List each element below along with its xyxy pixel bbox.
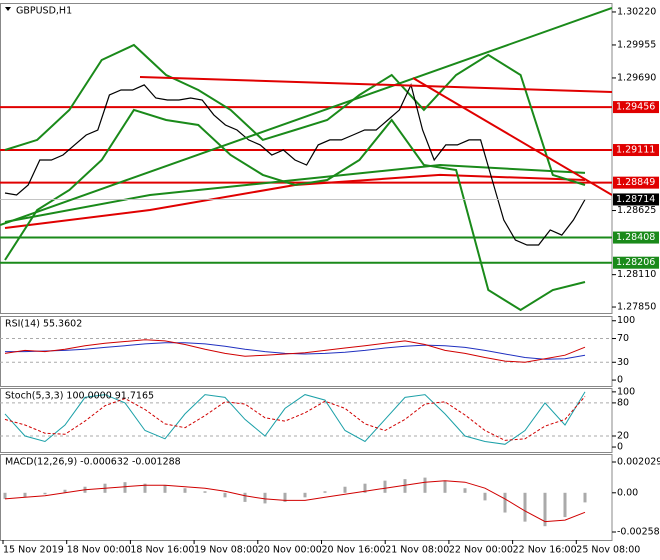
y-tick-label: 20 xyxy=(617,431,629,442)
y-tick-label: 1.30220 xyxy=(617,6,656,17)
x-tick-label: 20 Nov 16:00 xyxy=(322,545,386,556)
histogram-bar xyxy=(563,492,567,518)
histogram-bar xyxy=(63,489,67,493)
level-label: 1.28206 xyxy=(616,257,655,268)
current-price-box xyxy=(613,193,659,206)
y-tick-label: 1.29955 xyxy=(617,39,656,50)
histogram-bar xyxy=(243,492,247,502)
plot xyxy=(3,477,587,527)
y-tick-label: 0.00 xyxy=(617,487,638,498)
y-tick-label: 1.28110 xyxy=(617,269,656,280)
histogram-bar xyxy=(143,483,147,493)
panel-title: Stoch(5,3,3) 100.0000 91.7165 xyxy=(5,391,154,402)
y-tick-label: 30 xyxy=(617,357,629,368)
series-line xyxy=(4,108,586,312)
histogram-bar xyxy=(123,482,127,493)
panel-frame xyxy=(0,316,613,387)
histogram-bar xyxy=(303,492,307,498)
x-tick-label: 22 Nov 00:00 xyxy=(449,545,513,556)
y-tick-label: 100 xyxy=(617,386,635,397)
y-tick-label: 80 xyxy=(617,397,629,408)
trend-lines xyxy=(0,7,612,226)
x-tick-label: 22 Nov 16:00 xyxy=(513,545,577,556)
histogram-bar xyxy=(363,483,367,493)
y-tick-label: 1.29690 xyxy=(617,72,656,83)
y-tick-label: 100 xyxy=(617,315,635,326)
panel-title: RSI(14) 55.3602 xyxy=(5,319,82,330)
histogram-bar xyxy=(483,492,487,501)
series-line xyxy=(4,480,586,523)
y-tick-label: 0.002029 xyxy=(617,456,660,467)
plot xyxy=(0,391,612,445)
histogram-bar xyxy=(323,491,327,493)
current-price-label: 1.28714 xyxy=(616,194,655,205)
histogram-bar xyxy=(503,492,507,513)
level-label-box xyxy=(613,176,659,189)
level-label-box xyxy=(613,101,659,114)
histogram-bar xyxy=(283,492,287,502)
histogram-bar xyxy=(223,492,227,498)
panel-frame xyxy=(0,3,613,314)
histogram-bar xyxy=(183,488,187,493)
level-label-box xyxy=(613,144,659,157)
series-line xyxy=(4,339,586,363)
x-tick-label: 20 Nov 00:00 xyxy=(258,545,322,556)
histogram-bar xyxy=(263,492,267,504)
level-label: 1.29111 xyxy=(616,145,655,156)
histogram-bar xyxy=(463,488,467,493)
panel-title: GBPUSD,H1 xyxy=(16,6,72,17)
histogram-bar xyxy=(583,492,587,503)
x-tick-label: 18 Nov 00:00 xyxy=(67,545,131,556)
histogram-bar xyxy=(443,480,447,493)
trend-line xyxy=(412,77,612,196)
y-tick-label: 0 xyxy=(617,442,623,453)
x-tick-label: 21 Nov 08:00 xyxy=(385,545,449,556)
y-tick-label: 1.28625 xyxy=(617,205,656,216)
plot xyxy=(0,43,612,312)
y-tick-label: -0.002583 xyxy=(617,527,660,538)
series-line xyxy=(4,396,586,441)
level-label-box xyxy=(613,256,659,269)
trend-line xyxy=(139,76,612,93)
level-label: 1.28408 xyxy=(616,232,655,243)
level-label: 1.28849 xyxy=(616,177,655,188)
panel-title: MACD(12,26,9) -0.000632 -0.001288 xyxy=(5,457,181,468)
histogram-bar xyxy=(343,486,347,493)
histogram-bar xyxy=(23,492,27,498)
histogram-bar xyxy=(203,491,207,493)
histogram-bar xyxy=(403,479,407,493)
x-tick-label: 25 Nov 08:00 xyxy=(576,545,640,556)
x-tick-label: 15 Nov 2019 xyxy=(3,545,64,556)
histogram-bar xyxy=(543,492,547,527)
symbol-arrow xyxy=(5,7,11,11)
series-line xyxy=(4,391,586,445)
y-tick-label: 0 xyxy=(617,375,623,386)
trend-line xyxy=(0,7,612,226)
histogram-bar xyxy=(383,480,387,493)
x-tick-label: 19 Nov 08:00 xyxy=(194,545,258,556)
level-label: 1.29456 xyxy=(616,102,655,113)
y-tick-label: 1.27850 xyxy=(617,302,656,313)
level-label-box xyxy=(613,231,659,244)
series-line xyxy=(4,43,586,186)
x-tick-label: 18 Nov 16:00 xyxy=(130,545,194,556)
histogram-bar xyxy=(523,492,527,522)
histogram-bar xyxy=(43,492,47,495)
panel-frame xyxy=(0,388,613,453)
histogram-bar xyxy=(423,477,427,493)
plot xyxy=(0,338,612,363)
y-tick-label: 70 xyxy=(617,333,629,344)
histogram-bar xyxy=(3,492,7,499)
histogram-bar xyxy=(163,485,167,493)
series-line xyxy=(4,83,586,246)
